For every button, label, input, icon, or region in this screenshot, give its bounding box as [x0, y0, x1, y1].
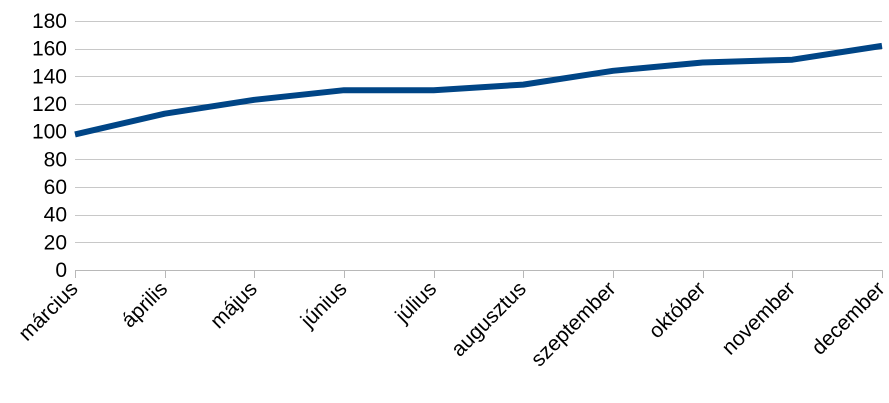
- y-tick-label: 140: [32, 65, 67, 88]
- x-tick-label-november: november: [718, 277, 800, 359]
- y-tick-label: 40: [44, 204, 67, 227]
- x-tick-label-április: április: [117, 277, 172, 332]
- data-point-augusztus: [520, 82, 526, 88]
- y-tick-label: 180: [32, 10, 67, 33]
- data-point-november: [789, 57, 795, 63]
- y-tick-label: 160: [32, 38, 67, 61]
- data-point-március: [72, 131, 78, 137]
- x-tick-label-június: június: [296, 277, 352, 333]
- y-tick-label: 120: [32, 93, 67, 116]
- y-axis-ticks: 0 20 40 60 80 100 120 140 160 180: [32, 10, 67, 282]
- x-tick-label-október: október: [644, 277, 710, 343]
- x-tick-label-március: március: [14, 277, 82, 345]
- data-point-október: [700, 60, 706, 66]
- data-point-április: [162, 111, 168, 117]
- x-tick-label-szeptember: szeptember: [527, 277, 621, 371]
- data-point-június: [341, 87, 347, 93]
- series-line-0: [74, 42, 883, 138]
- y-tick-label: 0: [55, 259, 67, 282]
- x-tick-label-július: július: [390, 277, 441, 328]
- y-tick-label: 20: [44, 231, 67, 254]
- x-tick-label-május: május: [206, 277, 262, 333]
- data-point-július: [431, 87, 437, 93]
- series-layer: [72, 42, 885, 138]
- x-axis-ticks: március április május június július augusztus…: [14, 277, 889, 371]
- data-point-május: [251, 97, 257, 103]
- y-tick-label: 80: [44, 148, 67, 171]
- x-tick-label-december: december: [807, 277, 889, 359]
- data-point-december: [879, 43, 885, 49]
- y-tick-label: 100: [32, 121, 67, 144]
- y-tick-label: 60: [44, 176, 67, 199]
- x-tick-label-augusztus: augusztus: [447, 277, 531, 361]
- data-point-szeptember: [610, 68, 616, 74]
- axes: [75, 270, 883, 278]
